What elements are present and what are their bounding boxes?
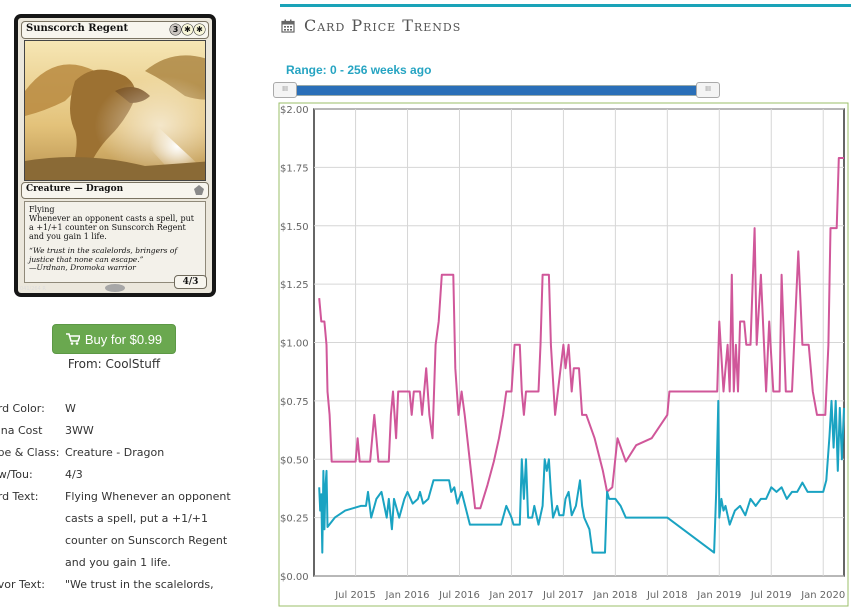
x-tick-label: Jan 2019	[696, 590, 741, 601]
detail-row-card-text: ard Text: Flying Whenever an opponent ca…	[0, 486, 235, 574]
buy-button[interactable]: Buy for $0.99	[52, 324, 176, 354]
detail-label: ard Text:	[0, 490, 39, 503]
buy-button-label: Buy for $0.99	[84, 331, 163, 347]
card-mana-cost: 3 ✱ ✱	[170, 24, 205, 35]
card-flavor-text: “We trust in the scalelords, bringers of…	[29, 246, 201, 273]
detail-row-pow-tou: ow/Tou: 4/3	[0, 464, 235, 486]
card-frame: Sunscorch Regent 3 ✱ ✱	[18, 18, 212, 293]
card-power-toughness: 4/3	[174, 275, 207, 289]
detail-value: Creature - Dragon	[65, 446, 165, 459]
y-tick-label: $0.50	[280, 455, 309, 466]
mana-generic-icon: 3	[170, 24, 181, 35]
x-tick-label: Jan 2016	[385, 590, 430, 601]
y-tick-label: $0.25	[280, 514, 309, 525]
detail-row-flavor-text: avor Text: "We trust in the scalelords,	[0, 574, 235, 596]
rules-line: a +1/+1 counter on Sunscorch Regent	[29, 223, 186, 232]
y-tick-label: $1.00	[280, 339, 309, 350]
x-tick-label: Jul 2017	[542, 590, 584, 601]
detail-label: ard Color:	[0, 402, 45, 415]
card-rules-text: Flying Whenever an opponent casts a spel…	[29, 205, 201, 241]
card-type-bar: Creature — Dragon	[21, 182, 209, 199]
range-slider-track[interactable]	[273, 85, 720, 96]
y-tick-label: $1.25	[280, 280, 309, 291]
dragon-artwork	[25, 41, 205, 180]
card-collector-number: 041/264 R	[20, 286, 46, 292]
panel-title: Card Price Trends	[281, 16, 461, 35]
detail-label: avor Text:	[0, 578, 45, 591]
set-symbol-icon	[194, 185, 204, 195]
card-name-bar: Sunscorch Regent 3 ✱ ✱	[21, 21, 209, 39]
flavor-line: justice that none can escape.”	[29, 254, 144, 264]
detail-value: Flying Whenever an opponent casts a spel…	[65, 490, 231, 569]
price-series-line-1	[318, 157, 844, 510]
detail-row-color: ard Color: W	[0, 398, 235, 420]
range-slider-max-handle[interactable]: III	[696, 82, 720, 98]
detail-label: lana Cost	[0, 424, 43, 437]
detail-value: "We trust in the scalelords,	[65, 578, 214, 591]
card-details: ard Color: W lana Cost 3WW ype & Class: …	[0, 398, 235, 596]
price-trend-chart: $0.00 $0.25 $0.50 $0.75 $1.00 $1.25 $1.50 $1.75…	[278, 102, 849, 607]
flavor-line: “We trust in the scalelords, bringers of	[29, 246, 178, 255]
y-tick-label: $1.75	[280, 163, 309, 174]
detail-value: 3WW	[65, 424, 94, 437]
card-artwork	[24, 40, 206, 181]
card-type-line: Creature — Dragon	[26, 184, 124, 194]
rules-line: and you gain 1 life.	[29, 232, 107, 241]
detail-value: 4/3	[65, 468, 83, 481]
mana-white-icon: ✱	[194, 24, 205, 35]
range-label: Range: 0 - 256 weeks ago	[286, 63, 432, 77]
card-image[interactable]: Sunscorch Regent 3 ✱ ✱	[14, 14, 216, 297]
card-name: Sunscorch Regent	[26, 23, 129, 34]
detail-value: W	[65, 402, 76, 415]
detail-label: ype & Class:	[0, 446, 60, 459]
x-tick-label: Jul 2016	[438, 590, 480, 601]
flavor-line: —Urdnan, Dromoka warrior	[29, 263, 136, 272]
detail-row-type: ype & Class: Creature - Dragon	[0, 442, 235, 464]
mana-white-icon: ✱	[182, 24, 193, 35]
y-tick-label: $2.00	[280, 105, 309, 116]
y-tick-label: $0.00	[280, 572, 309, 583]
card-text-box: Flying Whenever an opponent casts a spel…	[24, 201, 206, 283]
x-tick-label: Jul 2019	[750, 590, 792, 601]
calendar-icon	[281, 19, 295, 33]
buy-source: From: CoolStuff	[67, 357, 161, 371]
x-tick-label: Jan 2017	[488, 590, 533, 601]
holofoil-stamp-icon	[105, 284, 125, 292]
range-slider[interactable]: III III	[273, 82, 720, 98]
detail-row-mana-cost: lana Cost 3WW	[0, 420, 235, 442]
price-series-line-2	[318, 399, 845, 554]
rules-line: Flying	[29, 205, 55, 214]
y-tick-label: $0.75	[280, 397, 309, 408]
rules-line: Whenever an opponent casts a spell, put	[29, 214, 194, 223]
y-tick-label: $1.50	[280, 222, 309, 233]
x-tick-label: Jul 2018	[646, 590, 688, 601]
panel-accent-bar	[280, 4, 851, 7]
x-tick-label: Jan 2020	[800, 590, 845, 601]
panel-title-text: Card Price Trends	[304, 16, 462, 35]
range-slider-min-handle[interactable]: III	[273, 82, 297, 98]
shopping-cart-icon	[65, 333, 80, 345]
x-tick-label: Jul 2015	[334, 590, 376, 601]
x-tick-label: Jan 2018	[592, 590, 637, 601]
detail-label: ow/Tou:	[0, 468, 33, 481]
